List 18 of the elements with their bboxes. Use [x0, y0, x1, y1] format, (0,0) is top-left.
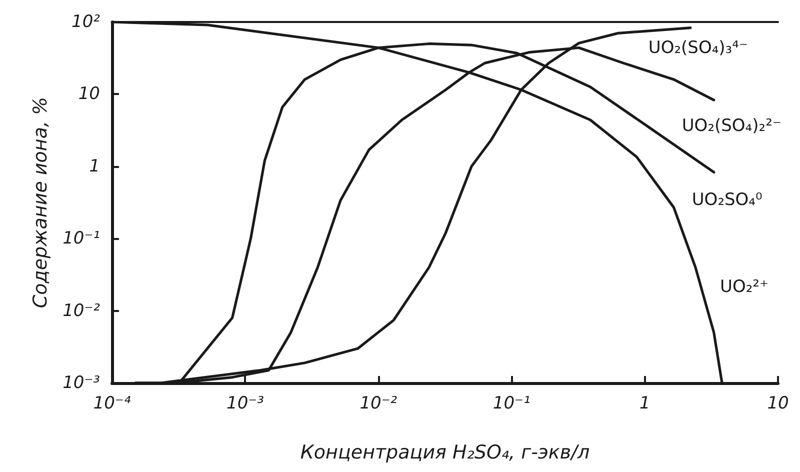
y-tick-label: 10⁻³: [62, 373, 100, 393]
series-label: UO₂(SO₄)₃⁴⁻: [648, 38, 748, 58]
y-tick-label: 10⁻¹: [62, 228, 100, 249]
y-tick-label: 10: [78, 84, 100, 104]
x-tick-label: 10⁻²: [360, 394, 398, 414]
x-tick-label: 10⁻¹: [492, 394, 530, 414]
x-tick-label: 10⁻⁴: [93, 394, 131, 414]
y-axis-title: Содержание иона, %: [30, 96, 52, 308]
x-tick-label: 10: [767, 394, 789, 414]
y-tick-label: 10⁻²: [62, 300, 100, 321]
x-axis-title: Концентрация H₂SO₄, г-экв/л: [300, 442, 590, 464]
x-tick-label: 10⁻³: [226, 394, 264, 414]
y-tick-label: 1: [89, 156, 100, 176]
series-label: UO₂²⁺: [720, 277, 768, 297]
series-label: UO₂SO₄⁰: [692, 190, 762, 210]
x-tick-label: 1: [639, 394, 650, 414]
y-tick-label: 10²: [72, 12, 100, 32]
series-label: UO₂(SO₄)₂²⁻: [682, 116, 782, 136]
